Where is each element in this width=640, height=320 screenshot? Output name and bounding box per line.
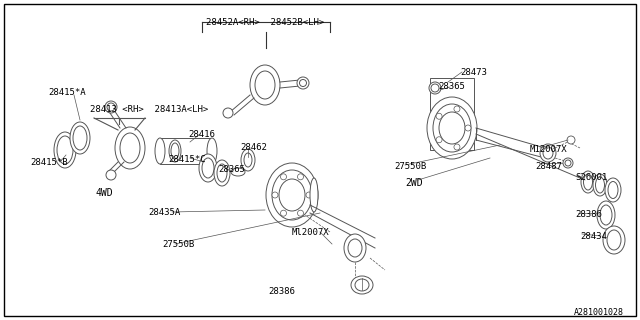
Text: 28462: 28462 [240, 143, 267, 152]
Circle shape [429, 82, 441, 94]
Ellipse shape [348, 239, 362, 257]
Text: 28487: 28487 [535, 162, 562, 171]
Ellipse shape [57, 136, 73, 164]
Text: 28434: 28434 [580, 232, 607, 241]
Text: 28365: 28365 [218, 165, 245, 174]
Ellipse shape [207, 138, 217, 164]
Text: 28415*B: 28415*B [30, 158, 68, 167]
Text: 28413 <RH>  28413A<LH>: 28413 <RH> 28413A<LH> [90, 105, 208, 114]
Text: 28473: 28473 [460, 68, 487, 77]
Ellipse shape [199, 154, 217, 182]
Ellipse shape [433, 104, 471, 152]
Circle shape [280, 174, 287, 180]
Text: S26001: S26001 [575, 173, 607, 182]
Circle shape [465, 125, 471, 131]
Bar [160, 138, 212, 164]
Ellipse shape [279, 179, 305, 211]
Ellipse shape [607, 230, 621, 250]
Ellipse shape [344, 234, 366, 262]
Ellipse shape [427, 97, 477, 159]
Ellipse shape [171, 143, 179, 159]
Ellipse shape [155, 138, 165, 164]
Circle shape [306, 192, 312, 198]
Ellipse shape [266, 163, 318, 227]
Text: Ml2007X: Ml2007X [292, 228, 330, 237]
Circle shape [565, 160, 571, 166]
Text: 28415*C: 28415*C [168, 155, 205, 164]
Circle shape [567, 136, 575, 144]
Text: 28416: 28416 [188, 130, 215, 139]
Ellipse shape [241, 149, 255, 171]
Text: 28386: 28386 [575, 210, 602, 219]
Ellipse shape [351, 276, 373, 294]
Text: 27550B: 27550B [162, 240, 195, 249]
Circle shape [454, 144, 460, 150]
Text: 28435A: 28435A [148, 208, 180, 217]
Ellipse shape [600, 205, 612, 225]
Ellipse shape [310, 178, 318, 212]
Circle shape [280, 210, 287, 216]
Ellipse shape [593, 174, 607, 196]
Ellipse shape [231, 168, 245, 176]
Ellipse shape [540, 144, 556, 162]
Ellipse shape [250, 65, 280, 105]
Ellipse shape [605, 178, 621, 202]
Text: 2WD: 2WD [405, 178, 422, 188]
Ellipse shape [214, 160, 230, 186]
Text: 28365: 28365 [438, 82, 465, 91]
Ellipse shape [73, 126, 87, 150]
Ellipse shape [272, 170, 312, 220]
Ellipse shape [439, 112, 465, 144]
Text: 28415*A: 28415*A [48, 88, 86, 97]
Circle shape [454, 106, 460, 112]
Circle shape [106, 170, 116, 180]
Circle shape [436, 137, 442, 143]
Ellipse shape [603, 226, 625, 254]
Circle shape [272, 192, 278, 198]
Ellipse shape [581, 171, 595, 193]
Circle shape [223, 108, 233, 118]
Ellipse shape [217, 164, 227, 182]
Ellipse shape [169, 140, 181, 162]
Circle shape [297, 77, 309, 89]
Text: 28452A<RH>  28452B<LH>: 28452A<RH> 28452B<LH> [206, 18, 324, 27]
Ellipse shape [543, 147, 553, 159]
Text: 28386: 28386 [269, 287, 296, 296]
Circle shape [300, 79, 307, 86]
Ellipse shape [608, 181, 618, 198]
Text: A281001028: A281001028 [574, 308, 624, 317]
Text: M12007X: M12007X [530, 145, 568, 154]
Ellipse shape [595, 177, 605, 193]
Bar [430, 78, 474, 150]
Ellipse shape [597, 201, 615, 229]
Circle shape [431, 84, 439, 92]
Circle shape [436, 113, 442, 119]
Text: 4WD: 4WD [95, 188, 113, 198]
Ellipse shape [115, 127, 145, 169]
Ellipse shape [70, 122, 90, 154]
Ellipse shape [355, 279, 369, 291]
Circle shape [298, 210, 303, 216]
Ellipse shape [255, 71, 275, 99]
Ellipse shape [202, 158, 214, 178]
Ellipse shape [244, 153, 252, 167]
Ellipse shape [54, 132, 76, 168]
Ellipse shape [584, 174, 593, 190]
Circle shape [105, 101, 117, 113]
Circle shape [107, 103, 115, 111]
Text: 27550B: 27550B [394, 162, 426, 171]
Circle shape [563, 158, 573, 168]
Ellipse shape [120, 133, 140, 163]
Circle shape [298, 174, 303, 180]
